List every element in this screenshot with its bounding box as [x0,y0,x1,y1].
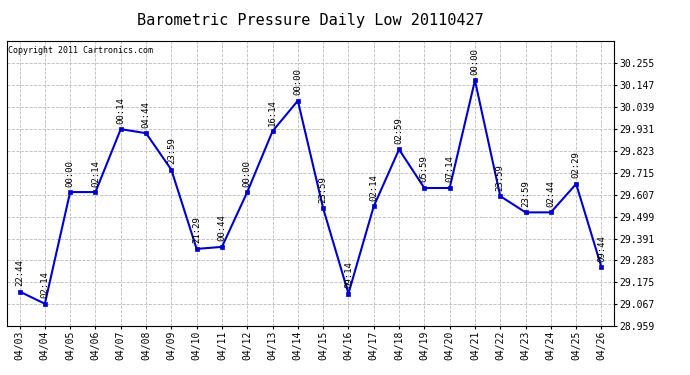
Text: 02:29: 02:29 [571,152,581,178]
Text: 02:14: 02:14 [40,271,50,298]
Text: 02:14: 02:14 [91,160,100,186]
Text: 23:59: 23:59 [167,137,176,164]
Text: Copyright 2011 Cartronics.com: Copyright 2011 Cartronics.com [8,45,153,54]
Text: 00:00: 00:00 [293,68,302,95]
Text: 04:44: 04:44 [141,101,150,128]
Text: 00:44: 00:44 [217,214,226,242]
Text: 09:14: 09:14 [344,261,353,288]
Text: 16:14: 16:14 [268,99,277,126]
Text: 23:59: 23:59 [319,176,328,203]
Text: 23:59: 23:59 [521,180,530,207]
Text: 02:44: 02:44 [546,180,555,207]
Text: 00:00: 00:00 [243,160,252,186]
Text: 00:00: 00:00 [66,160,75,186]
Text: 00:14: 00:14 [116,97,126,124]
Text: 23:59: 23:59 [495,164,505,190]
Text: 22:44: 22:44 [15,259,24,286]
Text: 02:14: 02:14 [369,174,378,201]
Text: Barometric Pressure Daily Low 20110427: Barometric Pressure Daily Low 20110427 [137,13,484,28]
Text: 00:00: 00:00 [471,48,480,75]
Text: 09:44: 09:44 [597,235,606,262]
Text: 07:14: 07:14 [445,156,454,183]
Text: 02:59: 02:59 [395,117,404,144]
Text: 05:59: 05:59 [420,156,429,183]
Text: 21:29: 21:29 [192,216,201,243]
